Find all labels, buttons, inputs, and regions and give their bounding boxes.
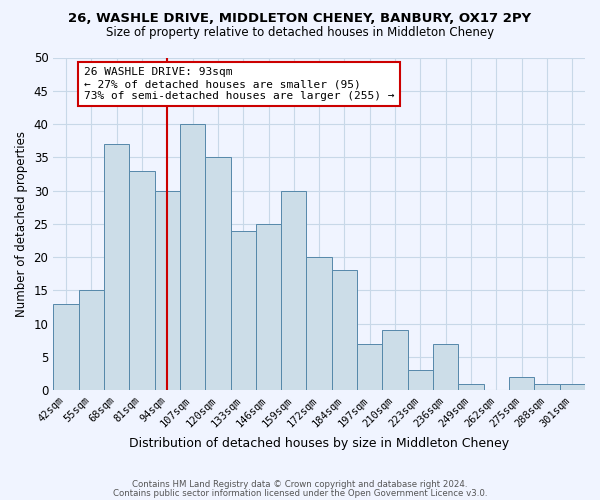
Bar bbox=[535, 384, 560, 390]
Bar bbox=[307, 257, 332, 390]
Bar bbox=[230, 230, 256, 390]
Bar bbox=[281, 190, 307, 390]
Text: Size of property relative to detached houses in Middleton Cheney: Size of property relative to detached ho… bbox=[106, 26, 494, 39]
Bar bbox=[205, 158, 230, 390]
Bar bbox=[560, 384, 585, 390]
Text: 26, WASHLE DRIVE, MIDDLETON CHENEY, BANBURY, OX17 2PY: 26, WASHLE DRIVE, MIDDLETON CHENEY, BANB… bbox=[68, 12, 532, 26]
X-axis label: Distribution of detached houses by size in Middleton Cheney: Distribution of detached houses by size … bbox=[129, 437, 509, 450]
Bar bbox=[155, 190, 180, 390]
Bar bbox=[180, 124, 205, 390]
Bar bbox=[104, 144, 129, 390]
Bar bbox=[382, 330, 408, 390]
Bar bbox=[53, 304, 79, 390]
Bar bbox=[332, 270, 357, 390]
Bar bbox=[357, 344, 382, 390]
Y-axis label: Number of detached properties: Number of detached properties bbox=[15, 131, 28, 317]
Bar bbox=[79, 290, 104, 390]
Bar bbox=[458, 384, 484, 390]
Bar bbox=[129, 170, 155, 390]
Text: 26 WASHLE DRIVE: 93sqm
← 27% of detached houses are smaller (95)
73% of semi-det: 26 WASHLE DRIVE: 93sqm ← 27% of detached… bbox=[83, 68, 394, 100]
Bar bbox=[256, 224, 281, 390]
Bar bbox=[433, 344, 458, 390]
Bar bbox=[408, 370, 433, 390]
Text: Contains public sector information licensed under the Open Government Licence v3: Contains public sector information licen… bbox=[113, 488, 487, 498]
Bar bbox=[509, 377, 535, 390]
Text: Contains HM Land Registry data © Crown copyright and database right 2024.: Contains HM Land Registry data © Crown c… bbox=[132, 480, 468, 489]
